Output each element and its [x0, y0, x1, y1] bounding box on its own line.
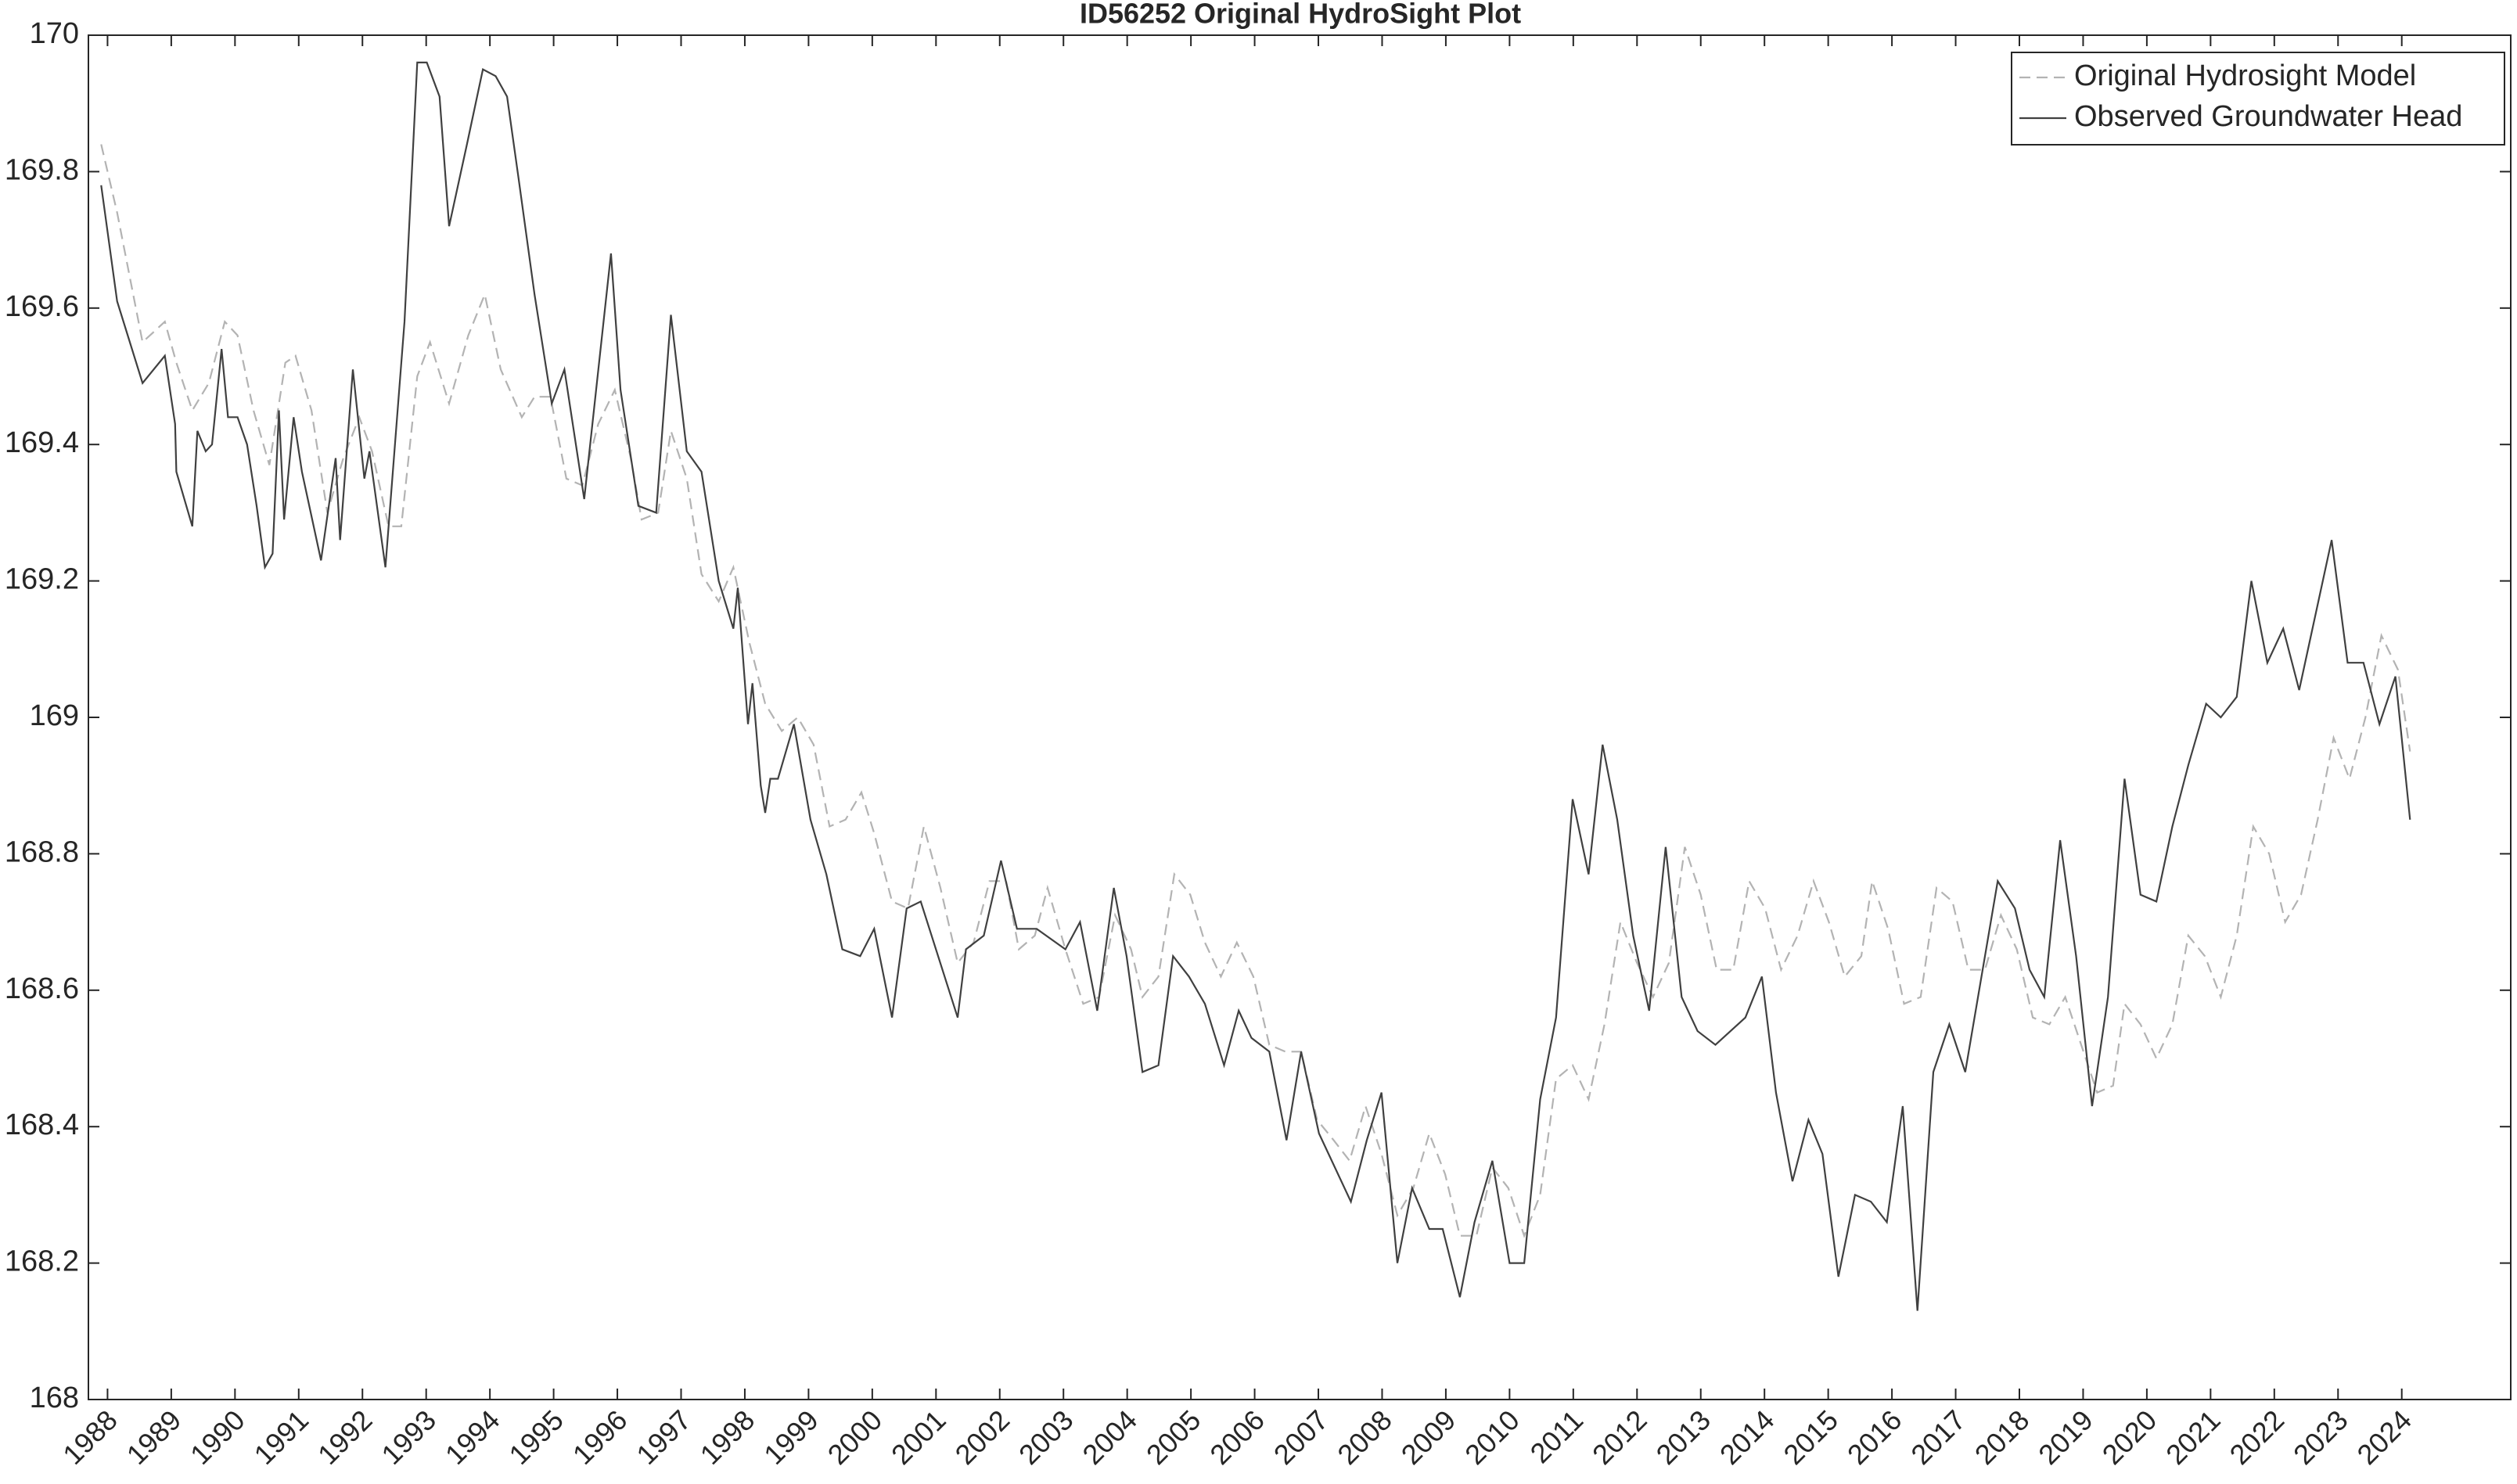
x-tick-label: 2019: [2032, 1403, 2099, 1471]
y-tick-label: 169.4: [5, 426, 79, 459]
x-tick-label: 1998: [694, 1403, 761, 1471]
y-tick-label: 168.8: [5, 835, 79, 868]
x-tick-label: 2009: [1395, 1403, 1462, 1471]
x-tick-label: 2013: [1650, 1403, 1717, 1471]
x-tick-label: 1993: [375, 1403, 442, 1471]
x-tick-label: 1989: [120, 1403, 188, 1471]
y-tick-label: 168.4: [5, 1109, 79, 1141]
x-tick-label: 1997: [630, 1403, 697, 1471]
legend: Original Hydrosight Model Observed Ground…: [2011, 52, 2505, 146]
x-tick-label: 2005: [1140, 1403, 1207, 1471]
x-tick-label: 2017: [1904, 1403, 1972, 1471]
x-tick-label: 1996: [566, 1403, 634, 1471]
series-line: [100, 144, 2411, 1238]
x-tick-label: 2023: [2287, 1403, 2354, 1471]
series-line: [100, 61, 2411, 1311]
x-tick-label: 1990: [184, 1403, 251, 1471]
x-tick-label: 2004: [1076, 1403, 1143, 1471]
x-tick-label: 2011: [1523, 1403, 1589, 1469]
legend-label: Original Hydrosight Model: [2074, 59, 2416, 92]
x-tick-label: 1994: [439, 1403, 506, 1471]
y-tick-label: 169: [30, 699, 79, 732]
x-tick-label: 2002: [949, 1403, 1016, 1471]
chart-title: ID56252 Original HydroSight Plot: [1080, 0, 1521, 30]
x-tick-label: 2008: [1331, 1403, 1398, 1471]
y-tick-label: 170: [30, 17, 79, 50]
y-tick-label: 168.2: [5, 1245, 79, 1278]
x-tick-label: 2014: [1713, 1403, 1781, 1471]
x-tick-label: 1992: [311, 1403, 379, 1471]
x-tick-label: 1999: [757, 1403, 825, 1471]
x-tick-label: 2015: [1777, 1403, 1844, 1471]
x-tick-label: 2018: [1969, 1403, 2036, 1471]
legend-label: Observed Groundwater Head: [2074, 100, 2462, 133]
x-tick-label: 2006: [1203, 1403, 1271, 1471]
x-tick-label: 1995: [502, 1403, 570, 1471]
x-tick-label: 2021: [2159, 1403, 2227, 1471]
y-tick-label: 169.8: [5, 153, 79, 186]
x-tick-label: 2001: [885, 1403, 952, 1471]
y-tick-label: 168.6: [5, 972, 79, 1005]
x-tick-label: 2022: [2224, 1403, 2291, 1471]
plot-area: [88, 34, 2512, 1400]
x-tick-label: 2020: [2096, 1403, 2163, 1471]
y-tick-label: 168: [30, 1382, 79, 1414]
x-tick-label: 2010: [1458, 1403, 1526, 1471]
x-tick-label: 1991: [248, 1403, 315, 1471]
x-tick-label: 2012: [1586, 1403, 1653, 1471]
x-tick-label: 2007: [1267, 1403, 1335, 1471]
x-tick-label: 2024: [2350, 1403, 2418, 1471]
legend-box: [2011, 52, 2505, 146]
x-tick-label: 2000: [822, 1403, 889, 1471]
y-tick-label: 169.2: [5, 563, 79, 596]
x-tick-label: 2016: [1841, 1403, 1908, 1471]
x-tick-label: 2003: [1012, 1403, 1080, 1471]
y-tick-label: 169.6: [5, 290, 79, 323]
